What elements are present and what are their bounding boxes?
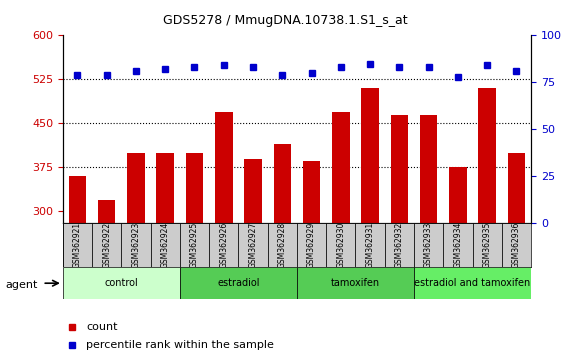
Bar <box>473 223 502 267</box>
Text: GSM362932: GSM362932 <box>395 222 404 268</box>
Bar <box>215 112 232 354</box>
Bar <box>303 161 320 354</box>
Text: GSM362927: GSM362927 <box>248 222 258 268</box>
Text: GSM362935: GSM362935 <box>482 222 492 268</box>
Text: GSM362928: GSM362928 <box>278 222 287 268</box>
Text: percentile rank within the sample: percentile rank within the sample <box>86 340 274 350</box>
Bar <box>332 112 349 354</box>
Bar <box>268 223 297 267</box>
Text: GSM362931: GSM362931 <box>365 222 375 268</box>
Bar <box>274 144 291 354</box>
Bar <box>355 223 385 267</box>
Text: GSM362936: GSM362936 <box>512 222 521 268</box>
Bar <box>297 267 414 299</box>
Text: agent: agent <box>6 280 38 290</box>
Text: GSM362924: GSM362924 <box>160 222 170 268</box>
Text: GSM362921: GSM362921 <box>73 222 82 268</box>
Text: estradiol: estradiol <box>217 278 260 288</box>
Text: GSM362933: GSM362933 <box>424 222 433 268</box>
Bar <box>98 200 115 354</box>
Text: GSM362926: GSM362926 <box>219 222 228 268</box>
Bar <box>391 115 408 354</box>
Text: GSM362930: GSM362930 <box>336 222 345 268</box>
Bar <box>92 223 122 267</box>
Bar <box>361 88 379 354</box>
Text: count: count <box>86 322 118 332</box>
Text: GSM362934: GSM362934 <box>453 222 463 268</box>
Bar <box>63 267 180 299</box>
Bar <box>326 223 355 267</box>
Bar <box>127 153 144 354</box>
Text: GSM362923: GSM362923 <box>131 222 140 268</box>
Text: GDS5278 / MmugDNA.10738.1.S1_s_at: GDS5278 / MmugDNA.10738.1.S1_s_at <box>163 14 408 27</box>
Bar <box>122 223 151 267</box>
Bar <box>63 223 92 267</box>
Text: tamoxifen: tamoxifen <box>331 278 380 288</box>
Bar <box>420 115 437 354</box>
Bar <box>156 153 174 354</box>
Bar <box>69 176 86 354</box>
Bar <box>297 223 326 267</box>
Bar <box>186 153 203 354</box>
Bar <box>239 223 268 267</box>
Bar <box>502 223 531 267</box>
Bar <box>449 167 467 354</box>
Bar <box>180 223 209 267</box>
Text: control: control <box>104 278 138 288</box>
Bar <box>478 88 496 354</box>
Bar <box>151 223 180 267</box>
Bar <box>244 159 262 354</box>
Text: GSM362922: GSM362922 <box>102 222 111 268</box>
Text: estradiol and tamoxifen: estradiol and tamoxifen <box>415 278 530 288</box>
Bar <box>443 223 473 267</box>
Bar <box>180 267 297 299</box>
Bar <box>414 223 443 267</box>
Text: GSM362925: GSM362925 <box>190 222 199 268</box>
Bar <box>508 153 525 354</box>
Bar <box>414 267 531 299</box>
Bar <box>385 223 414 267</box>
Text: GSM362929: GSM362929 <box>307 222 316 268</box>
Bar <box>209 223 239 267</box>
